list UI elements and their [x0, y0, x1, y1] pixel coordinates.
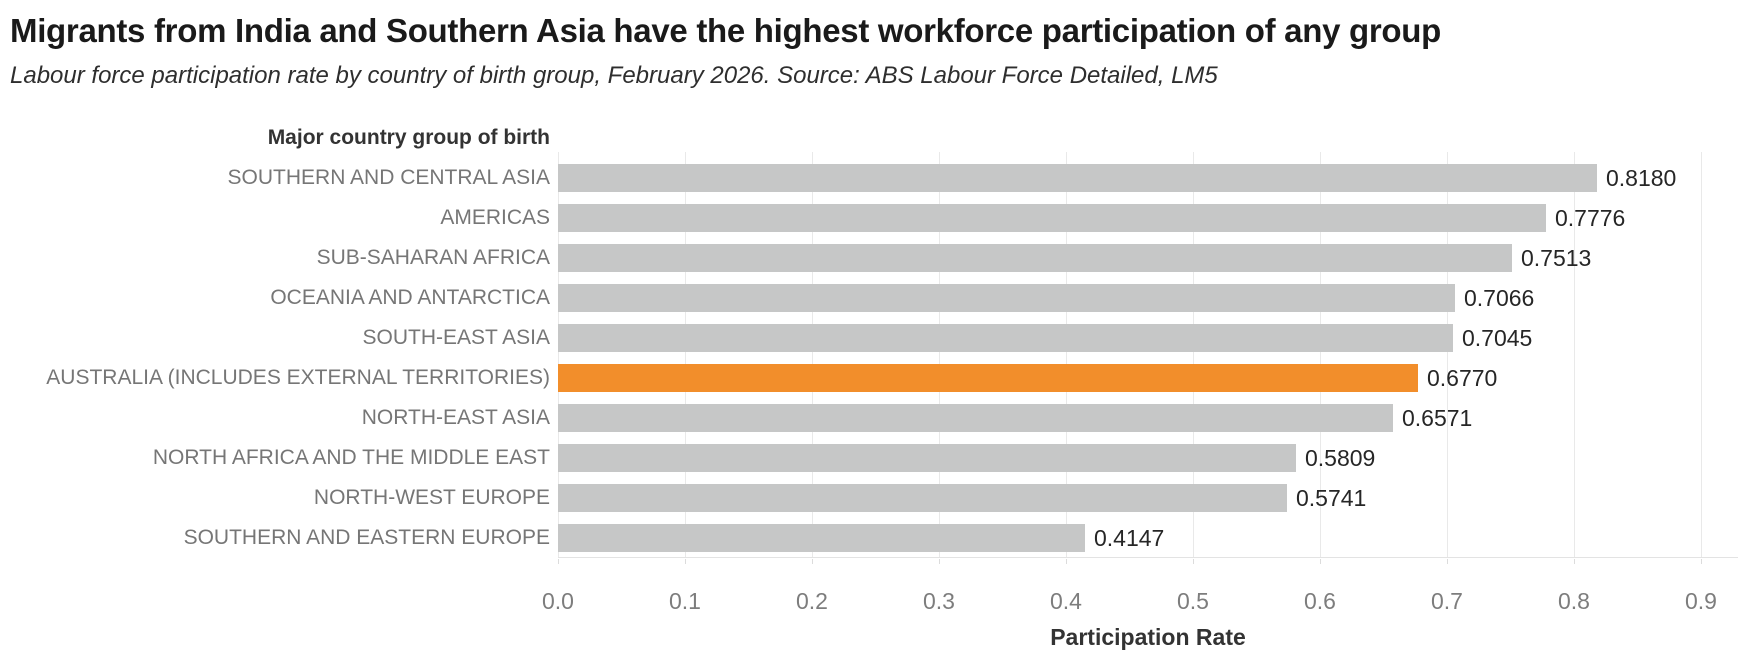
chart-subtitle: Labour force participation rate by count…	[10, 62, 1218, 89]
x-tick-label: 0.9	[1685, 588, 1717, 614]
x-tick-label: 0.5	[1177, 588, 1209, 614]
bar[interactable]	[558, 484, 1287, 512]
x-axis-tickmark	[685, 559, 686, 564]
bar[interactable]	[558, 284, 1455, 312]
chart-title: Migrants from India and Southern Asia ha…	[10, 12, 1441, 49]
gridline	[1193, 152, 1194, 557]
bar-row: AUSTRALIA (INCLUDES EXTERNAL TERRITORIES…	[0, 358, 1738, 398]
bar-row: SOUTH-EAST ASIA 0.7045	[0, 318, 1738, 358]
bar-zone: 0.6571	[558, 398, 1738, 438]
x-axis-ticks: 0.0 0.1 0.2 0.3 0.4 0.5 0.6 0.7 0.8 0.9	[542, 588, 1738, 616]
bar[interactable]	[558, 404, 1393, 432]
x-axis-tickmark	[1066, 559, 1067, 564]
x-tick-label: 0.4	[1050, 588, 1082, 614]
bar[interactable]	[558, 164, 1597, 192]
category-label: SOUTHERN AND CENTRAL ASIA	[227, 166, 550, 189]
x-axis-tickmark	[1193, 559, 1194, 564]
bar-zone: 0.6770	[558, 358, 1738, 398]
gridline	[1066, 152, 1067, 557]
bar[interactable]	[558, 444, 1296, 472]
gridline	[1320, 152, 1321, 557]
bar-row: SOUTHERN AND CENTRAL ASIA 0.8180	[0, 158, 1738, 198]
x-axis-tickmark	[1574, 559, 1575, 564]
value-label: 0.7513	[1521, 245, 1592, 271]
plot-gridlines	[558, 152, 1738, 558]
x-axis-tickmark	[1701, 559, 1702, 564]
bar-zone: 0.8180	[558, 158, 1738, 198]
bar-zone: 0.5741	[558, 478, 1738, 518]
x-tick-label: 0.7	[1431, 588, 1463, 614]
x-axis-tickmark	[1447, 559, 1448, 564]
value-label: 0.7776	[1555, 205, 1626, 231]
value-label: 0.6770	[1427, 365, 1498, 391]
category-label: AMERICAS	[440, 206, 550, 229]
row-axis-header: Major country group of birth	[267, 126, 550, 149]
x-axis-tickmark	[1320, 559, 1321, 564]
x-tick-label: 0.8	[1558, 588, 1590, 614]
gridline	[939, 152, 940, 557]
value-label: 0.6571	[1402, 405, 1473, 431]
x-tick-label: 0.6	[1304, 588, 1336, 614]
gridline	[685, 152, 686, 557]
gridline	[812, 152, 813, 557]
bar-zone: 0.7776	[558, 198, 1738, 238]
value-label: 0.8180	[1606, 165, 1677, 191]
category-label: AUSTRALIA (INCLUDES EXTERNAL TERRITORIES…	[46, 366, 550, 389]
category-label: NORTH-WEST EUROPE	[313, 486, 550, 509]
value-label: 0.4147	[1094, 525, 1165, 551]
bar[interactable]	[558, 324, 1453, 352]
bar[interactable]	[558, 244, 1512, 272]
gridline	[558, 152, 559, 557]
category-label: SUB-SAHARAN AFRICA	[316, 246, 550, 269]
category-label: SOUTH-EAST ASIA	[362, 326, 551, 349]
bar-row: OCEANIA AND ANTARCTICA 0.7066	[0, 278, 1738, 318]
bar-rows: SOUTHERN AND CENTRAL ASIA 0.8180 AMERICAS 0…	[0, 158, 1738, 558]
category-label: NORTH-EAST ASIA	[361, 406, 550, 429]
bar-zone: 0.5809	[558, 438, 1738, 478]
category-label: SOUTHERN AND EASTERN EUROPE	[183, 526, 550, 549]
x-axis-tickmarks	[558, 559, 1738, 564]
x-tick-label: 0.3	[923, 588, 955, 614]
x-tick-label: 0.0	[542, 588, 574, 614]
bar-zone: 0.7045	[558, 318, 1738, 358]
bar[interactable]	[558, 364, 1418, 392]
gridline	[1574, 152, 1575, 557]
bar-row: SUB-SAHARAN AFRICA 0.7513	[0, 238, 1738, 278]
bar-row: NORTH-EAST ASIA 0.6571	[0, 398, 1738, 438]
bar-row: AMERICAS 0.7776	[0, 198, 1738, 238]
x-axis-tickmark	[812, 559, 813, 564]
gridline	[1701, 152, 1702, 557]
bar-row: NORTH AFRICA AND THE MIDDLE EAST 0.5809	[0, 438, 1738, 478]
gridline	[1447, 152, 1448, 557]
bar[interactable]	[558, 524, 1085, 552]
bar-zone: 0.4147	[558, 518, 1738, 558]
value-label: 0.5741	[1296, 485, 1367, 511]
x-axis-tickmark	[558, 559, 559, 564]
value-label: 0.7066	[1464, 285, 1535, 311]
bar-row: SOUTHERN AND EASTERN EUROPE 0.4147	[0, 518, 1738, 558]
bar-row: NORTH-WEST EUROPE 0.5741	[0, 478, 1738, 518]
x-tick-label: 0.1	[669, 588, 701, 614]
category-label: NORTH AFRICA AND THE MIDDLE EAST	[152, 446, 550, 469]
category-label: OCEANIA AND ANTARCTICA	[270, 286, 550, 309]
value-label: 0.7045	[1462, 325, 1533, 351]
bar-zone: 0.7513	[558, 238, 1738, 278]
bar[interactable]	[558, 204, 1546, 232]
x-axis-title: Participation Rate	[1050, 624, 1246, 650]
bar-zone: 0.7066	[558, 278, 1738, 318]
value-label: 0.5809	[1305, 445, 1376, 471]
x-axis-tickmark	[939, 559, 940, 564]
x-tick-label: 0.2	[796, 588, 828, 614]
